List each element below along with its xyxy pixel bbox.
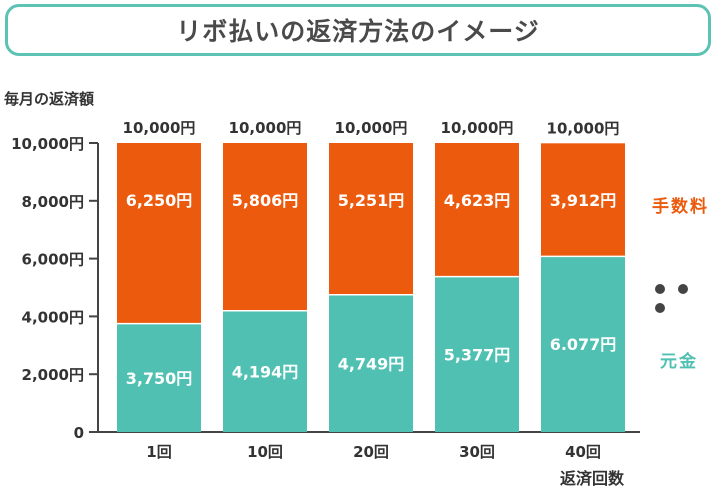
y-tick-label: 0 <box>74 424 84 442</box>
y-tick-label: 6,000円 <box>22 251 84 269</box>
chart-title: リボ払いの返済方法のイメージ <box>5 4 711 56</box>
data-label-fee: 5,251円 <box>338 191 405 210</box>
total-label: 10,000円 <box>441 119 514 137</box>
data-label-principal: 5,377円 <box>444 345 511 364</box>
x-tick-label: 30回 <box>459 443 495 461</box>
total-label: 10,000円 <box>335 119 408 137</box>
y-tick-label: 4,000円 <box>22 308 84 326</box>
data-label-fee: 5,806円 <box>232 191 299 210</box>
x-tick-label: 40回 <box>565 443 601 461</box>
ellipsis-icon <box>655 279 720 317</box>
y-tick-label: 10,000円 <box>11 135 84 153</box>
bar-principal <box>435 276 519 432</box>
bar-principal <box>329 294 413 432</box>
data-label-fee: 3,912円 <box>550 191 617 210</box>
y-axis-label: 毎月の返済額 <box>4 90 95 108</box>
bar-fee <box>541 143 625 257</box>
total-label: 10,000円 <box>123 119 196 137</box>
bar-principal <box>223 310 307 432</box>
total-label: 10,000円 <box>229 119 302 137</box>
y-tick-label: 8,000円 <box>22 193 84 211</box>
bar-fee <box>329 143 413 295</box>
data-label-fee: 4,623円 <box>444 191 511 210</box>
x-tick-label: 10回 <box>247 443 283 461</box>
x-tick-label: 20回 <box>353 443 389 461</box>
data-label-principal: 3,750円 <box>126 369 193 388</box>
bar-principal <box>117 323 201 432</box>
bar-principal <box>541 256 625 432</box>
bar-fee <box>435 143 519 277</box>
data-label-principal: 4,194円 <box>232 362 299 381</box>
total-label: 10,000円 <box>547 119 620 137</box>
data-label-principal: 6.077円 <box>550 335 617 354</box>
legend-fee: 手数料 <box>652 197 709 217</box>
x-axis-label: 返済回数 <box>560 469 625 488</box>
data-label-principal: 4,749円 <box>338 354 405 373</box>
x-tick-label: 1回 <box>146 443 171 461</box>
bar-fee <box>223 143 307 311</box>
data-label-fee: 6,250円 <box>126 191 193 210</box>
legend-principal: 元金 <box>660 352 698 372</box>
y-tick-label: 2,000円 <box>22 366 84 384</box>
bar-fee <box>117 143 201 324</box>
